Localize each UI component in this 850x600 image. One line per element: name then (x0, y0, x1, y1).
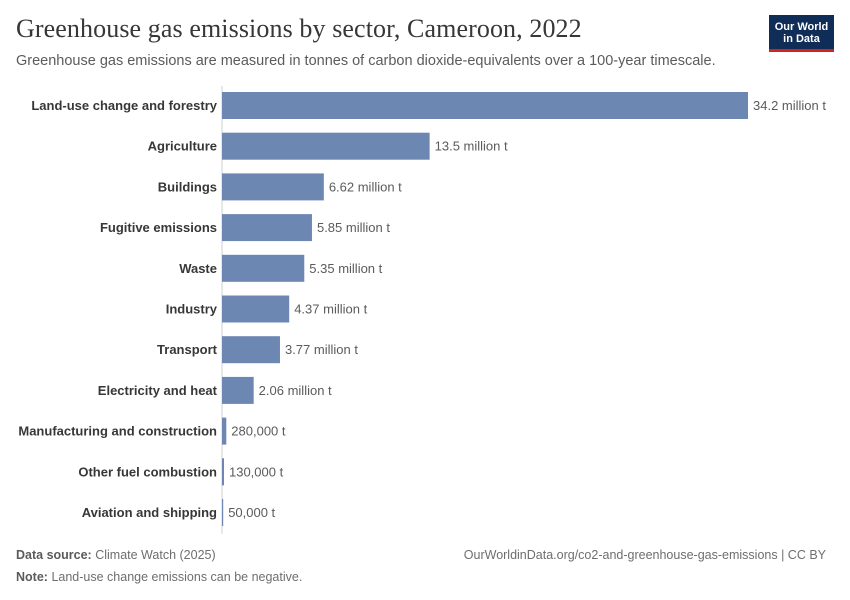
data-source: Data source: Climate Watch (2025) (16, 548, 216, 562)
owid-logo[interactable]: Our World in Data (769, 15, 834, 52)
category-label: Other fuel combustion (78, 464, 217, 479)
value-label: 13.5 million t (435, 139, 508, 154)
value-label: 280,000 t (231, 424, 286, 439)
bar[interactable] (222, 173, 324, 201)
bar[interactable] (222, 92, 748, 119)
bar[interactable] (222, 254, 305, 282)
bar-chart: Land-use change and forestry 34.2 million… (18, 86, 826, 534)
source-link[interactable]: Climate Watch (2025) (95, 548, 216, 562)
bar[interactable] (222, 214, 312, 242)
logo-line-1: Our World (774, 21, 829, 33)
bar[interactable] (222, 417, 227, 445)
value-label: 130,000 t (229, 464, 284, 479)
value-label: 2.06 million t (259, 383, 332, 398)
category-label: Buildings (158, 179, 217, 194)
logo-line-2: in Data (783, 33, 820, 45)
value-label: 50,000 t (228, 505, 275, 520)
note-label: Note: (16, 570, 48, 584)
bar[interactable] (222, 376, 254, 404)
category-label: Transport (157, 342, 218, 357)
chart-subtitle: Greenhouse gas emissions are measured in… (16, 53, 716, 69)
value-label: 34.2 million t (753, 98, 826, 113)
category-label: Manufacturing and construction (18, 424, 217, 439)
value-label: 3.77 million t (285, 342, 358, 357)
category-label: Electricity and heat (98, 383, 218, 398)
value-label: 5.35 million t (309, 261, 382, 276)
bar[interactable] (222, 336, 280, 364)
bar[interactable] (222, 295, 290, 323)
category-label: Fugitive emissions (100, 220, 217, 235)
bar[interactable] (222, 499, 224, 526)
category-label: Agriculture (148, 139, 217, 154)
category-label: Industry (166, 302, 218, 317)
category-label: Aviation and shipping (82, 505, 217, 520)
category-label: Land-use change and forestry (31, 98, 217, 113)
value-label: 5.85 million t (317, 220, 390, 235)
value-label: 4.37 million t (294, 302, 367, 317)
note-text: Land-use change emissions can be negativ… (51, 570, 303, 584)
footer-note: Note: Land-use change emissions can be n… (16, 570, 302, 584)
bar[interactable] (222, 132, 430, 160)
source-label: Data source: (16, 548, 92, 562)
footer-url[interactable]: OurWorldinData.org/co2-and-greenhouse-ga… (463, 548, 826, 562)
value-label: 6.62 million t (329, 179, 402, 194)
category-label: Waste (179, 261, 217, 276)
bar[interactable] (222, 458, 224, 486)
chart-title: Greenhouse gas emissions by sector, Came… (16, 14, 582, 43)
